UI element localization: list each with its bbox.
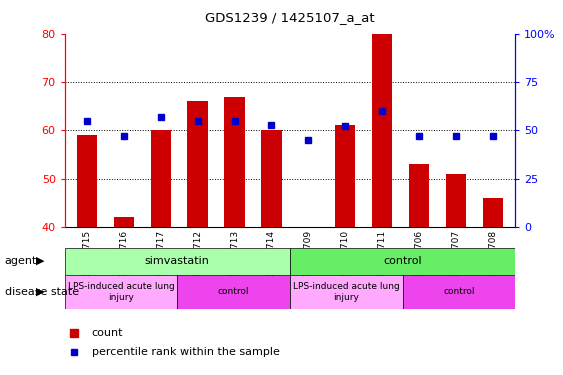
Bar	[335, 126, 355, 227]
Text: LPS-induced acute lung
injury: LPS-induced acute lung injury	[293, 282, 400, 302]
Bar	[261, 130, 282, 227]
Text: ▶: ▶	[36, 256, 45, 266]
Bar	[150, 130, 171, 227]
Bar	[446, 174, 466, 227]
Text: count: count	[92, 328, 123, 338]
Text: simvastatin: simvastatin	[145, 256, 210, 266]
Bar	[177, 274, 290, 309]
Bar	[290, 248, 515, 274]
Text: GDS1239 / 1425107_a_at: GDS1239 / 1425107_a_at	[205, 11, 375, 24]
Bar	[65, 248, 290, 274]
Text: agent: agent	[5, 256, 37, 266]
Text: control: control	[383, 256, 422, 266]
Bar	[225, 96, 245, 227]
Bar	[409, 164, 430, 227]
Text: control: control	[443, 287, 475, 296]
Bar	[114, 217, 134, 227]
Text: control: control	[218, 287, 249, 296]
Bar	[403, 274, 515, 309]
Bar	[187, 101, 208, 227]
Bar	[483, 198, 503, 227]
Text: percentile rank within the sample: percentile rank within the sample	[92, 347, 280, 357]
Text: disease state: disease state	[5, 287, 79, 297]
Text: LPS-induced acute lung
injury: LPS-induced acute lung injury	[68, 282, 175, 302]
Bar	[372, 34, 392, 227]
Text: ▶: ▶	[36, 287, 45, 297]
Bar	[65, 274, 177, 309]
Bar	[77, 135, 97, 227]
Bar	[290, 274, 403, 309]
